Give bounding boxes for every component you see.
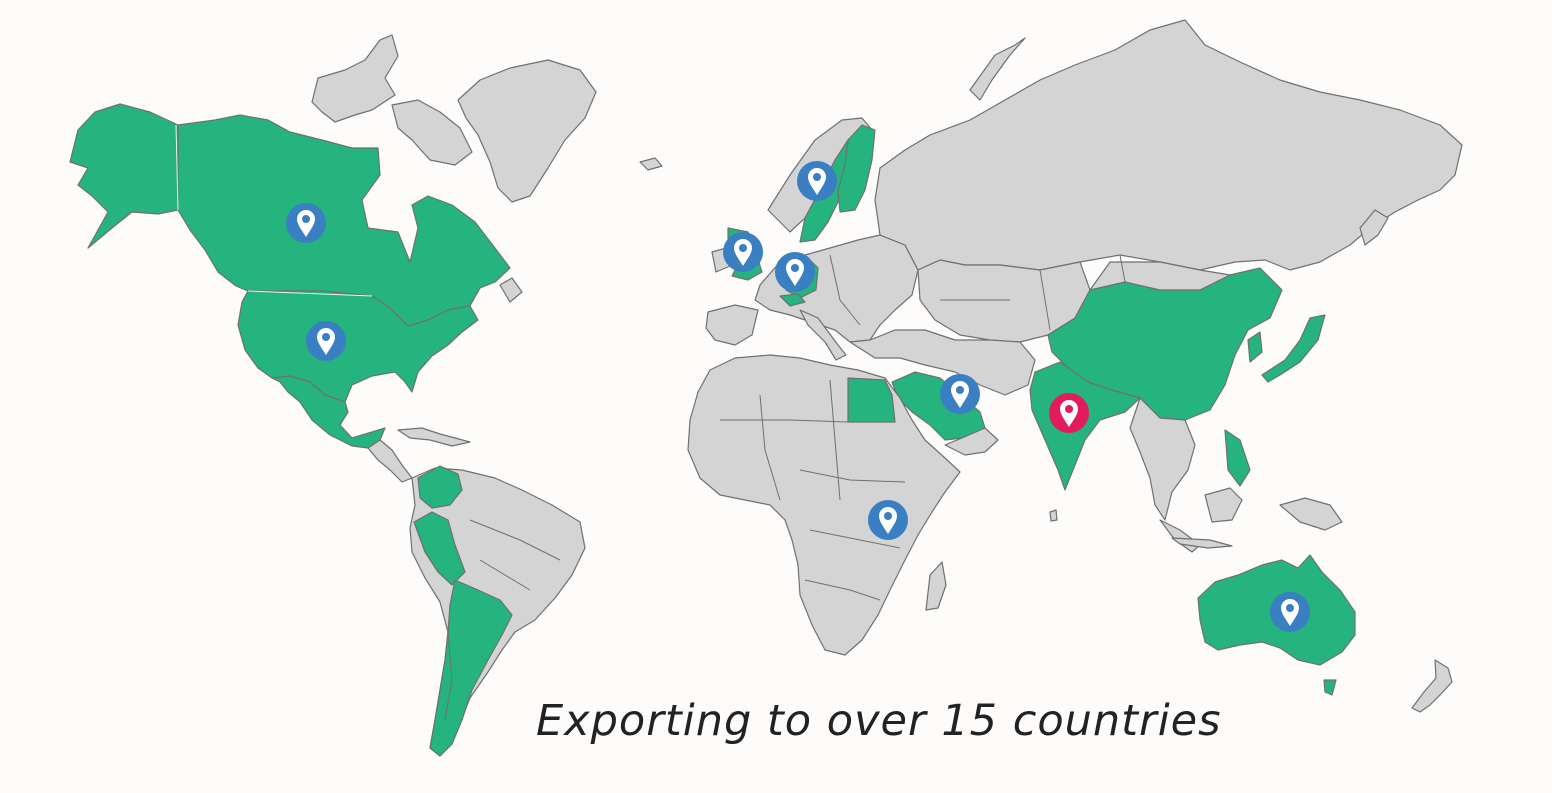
region-tasmania — [1323, 679, 1337, 696]
region-arctic-islands — [311, 34, 399, 123]
region-mongolia — [1089, 261, 1231, 291]
region-colombia — [417, 465, 463, 509]
region-arabian-gulf-states — [944, 427, 999, 456]
region-korea — [1247, 331, 1263, 363]
region-africa — [687, 354, 961, 656]
marker-saudi-arabia[interactable] — [940, 374, 980, 414]
marker-uk[interactable] — [723, 232, 763, 272]
region-sakhalin — [1359, 209, 1389, 246]
region-peru — [413, 511, 466, 586]
region-indonesia-sumatra — [1159, 519, 1201, 553]
region-new-zealand — [1411, 659, 1453, 713]
region-new-guinea — [1279, 497, 1343, 531]
export-caption: Exporting to over 15 countries — [536, 696, 1222, 746]
region-egypt — [847, 377, 896, 423]
region-switzerland — [779, 293, 806, 307]
region-japan — [1261, 314, 1326, 383]
region-labrador-small — [499, 277, 523, 303]
region-iceland — [639, 157, 663, 171]
region-indonesia-java — [1171, 537, 1233, 549]
marker-australia[interactable] — [1270, 592, 1310, 632]
map-pin-icon — [879, 507, 897, 534]
map-pin-icon — [808, 168, 826, 195]
marker-usa[interactable] — [306, 321, 346, 361]
region-greenland — [457, 59, 597, 203]
marker-germany[interactable] — [775, 252, 815, 292]
map-pin-icon — [786, 259, 804, 286]
region-novaya-zemlya — [969, 37, 1026, 101]
region-mexico — [271, 375, 386, 449]
region-indonesia-borneo — [1204, 487, 1243, 523]
marker-canada[interactable] — [286, 203, 326, 243]
map-pin-icon — [951, 381, 969, 408]
region-finland — [837, 124, 876, 213]
marker-india-home[interactable] — [1049, 393, 1089, 433]
map-pin-icon — [734, 239, 752, 266]
map-pin-icon — [1281, 599, 1299, 626]
region-india — [1029, 361, 1141, 491]
region-canada — [177, 114, 511, 327]
region-alaska — [69, 103, 179, 249]
region-turkey-iran — [849, 329, 1036, 396]
region-philippines — [1224, 429, 1251, 487]
region-italy — [799, 309, 847, 361]
region-southeast-asia — [1129, 397, 1196, 521]
region-sri-lanka — [1049, 509, 1058, 522]
map-pin-icon — [297, 210, 315, 237]
region-madagascar — [925, 561, 947, 611]
marker-sweden[interactable] — [797, 161, 837, 201]
region-iberia — [705, 304, 759, 346]
map-pin-icon — [1060, 400, 1078, 427]
region-usa — [237, 290, 479, 403]
region-mainland-europe — [754, 234, 919, 343]
region-baffin-island — [391, 99, 473, 166]
map-pin-icon — [317, 328, 335, 355]
region-caribbean — [397, 427, 471, 447]
region-argentina-chile — [429, 579, 513, 757]
region-central-america — [367, 439, 413, 483]
marker-kenya[interactable] — [868, 500, 908, 540]
